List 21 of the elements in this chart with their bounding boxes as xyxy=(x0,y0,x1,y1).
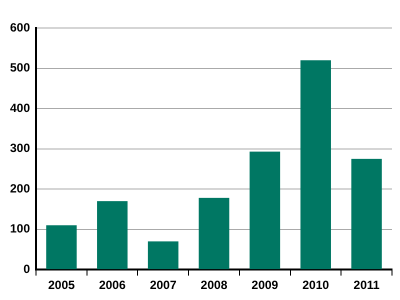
y-tick-label: 300 xyxy=(10,141,30,156)
y-tick-label: 100 xyxy=(10,222,30,236)
bar xyxy=(198,198,230,270)
bar xyxy=(97,201,128,270)
x-tick-label: 2008 xyxy=(200,278,228,292)
bar xyxy=(351,158,382,270)
x-tick-label: 2006 xyxy=(98,278,126,292)
x-tick-label: 2010 xyxy=(302,278,330,292)
bar xyxy=(300,60,331,270)
y-tick-label: 200 xyxy=(10,181,30,196)
y-tick-label: 400 xyxy=(10,100,30,115)
bar xyxy=(46,225,77,270)
x-tick-label: 2005 xyxy=(48,278,76,292)
bar xyxy=(148,241,178,270)
y-tick-label: 0 xyxy=(23,262,30,276)
y-tick-label: 500 xyxy=(10,60,30,75)
x-tick-label: 2009 xyxy=(252,278,279,292)
x-tick-label: 2007 xyxy=(150,278,177,292)
bar xyxy=(250,152,280,270)
x-tick-label: 2011 xyxy=(354,278,380,292)
y-tick-label: 600 xyxy=(10,20,30,34)
